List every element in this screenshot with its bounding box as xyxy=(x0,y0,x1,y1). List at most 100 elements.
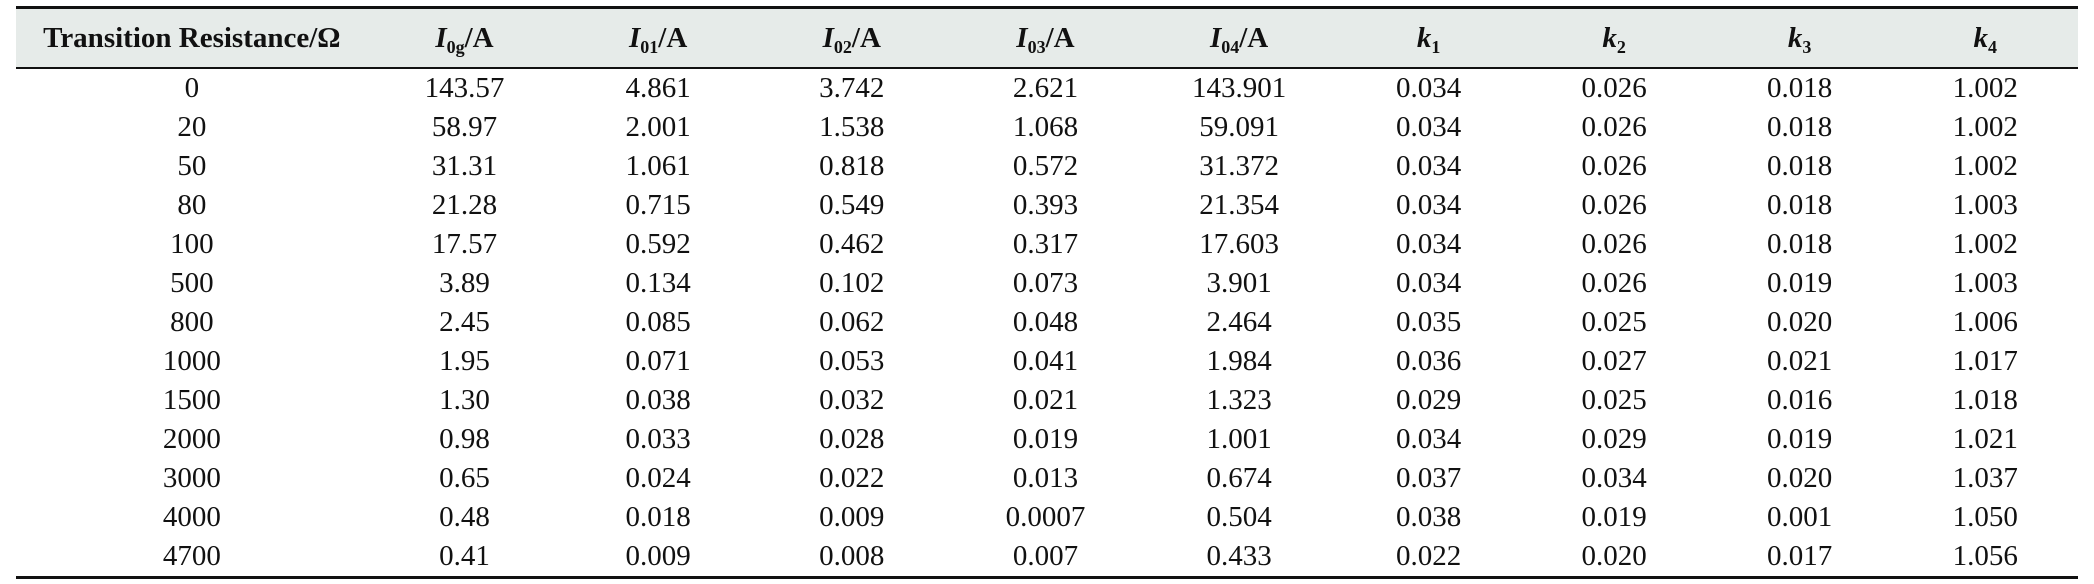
table-row: 4700 0.41 0.009 0.008 0.007 0.433 0.022 0.020 0.… xyxy=(16,537,2078,579)
table-cell: 2.621 xyxy=(1012,72,1079,104)
table-cell: 0.021 xyxy=(1767,345,1833,377)
table-cell: 0.034 xyxy=(1581,462,1647,494)
table-cell: 800 xyxy=(170,306,214,338)
table-cell: 0.504 xyxy=(1206,501,1272,533)
table-cell: 0.037 xyxy=(1396,462,1462,494)
table-cell: 0.033 xyxy=(625,423,691,455)
table-cell: 500 xyxy=(170,267,214,299)
table-cell: 0.041 xyxy=(1012,345,1079,377)
table-cell: 0.025 xyxy=(1581,384,1647,416)
table-cell: 1.001 xyxy=(1206,423,1272,455)
table-cell: 58.97 xyxy=(431,111,498,143)
table-cell: 0.018 xyxy=(1767,189,1833,221)
table-cell: 0.026 xyxy=(1581,150,1647,182)
table-cell: 1.003 xyxy=(1952,267,2018,299)
table-cell: 31.372 xyxy=(1199,150,1279,182)
table-row: 100 17.57 0.592 0.462 0.317 17.603 0.034 0.026 0… xyxy=(16,225,2078,264)
table-cell: 0.035 xyxy=(1396,306,1462,338)
table-cell: 0.020 xyxy=(1521,537,1707,579)
table-cell: 1.061 xyxy=(625,150,691,182)
column-header-unit: /A xyxy=(1239,21,1269,54)
table-cell: 0.020 xyxy=(1767,306,1833,338)
table-cell: 0.032 xyxy=(819,384,885,416)
table-row: 0 143.57 4.861 3.742 2.621 143.901 0.034 0.026 0… xyxy=(16,68,2078,108)
table-row: 1500 1.30 0.038 0.032 0.021 1.323 0.029 0.025 0.… xyxy=(16,381,2078,420)
table-cell: 1.95 xyxy=(439,345,490,377)
data-table-container: Transition Resistance/Ω I0g/A I01/A I02/A I0… xyxy=(16,6,2078,579)
table-cell: 0.026 xyxy=(1581,267,1647,299)
column-header-1: I0g/A xyxy=(368,8,562,69)
column-header-5: I04/A xyxy=(1142,8,1336,69)
table-cell: 1.017 xyxy=(1952,345,2018,377)
table-cell: 0.018 xyxy=(1767,150,1833,182)
table-row: 80 21.28 0.715 0.549 0.393 21.354 0.034 0.026 0.… xyxy=(16,186,2078,225)
table-cell: 0.053 xyxy=(819,345,885,377)
table-cell: 0.026 xyxy=(1581,72,1647,104)
column-header-subscript: 01 xyxy=(640,36,659,57)
table-cell: 0.034 xyxy=(1396,267,1462,299)
column-header-unit: /A xyxy=(851,21,881,54)
table-cell: 0.549 xyxy=(819,189,885,221)
table-cell: 0.034 xyxy=(1396,111,1462,143)
table-row: 20 58.97 2.001 1.538 1.068 59.091 0.034 0.026 0.… xyxy=(16,108,2078,147)
table-cell: 0.592 xyxy=(625,228,691,260)
table-cell: 0.022 xyxy=(1335,537,1522,579)
table-cell: 0.013 xyxy=(1012,462,1079,494)
column-header-symbol: I xyxy=(628,21,641,54)
table-cell: 0.018 xyxy=(1767,72,1833,104)
table-cell: 0.019 xyxy=(1767,267,1833,299)
table-cell: 0.085 xyxy=(625,306,691,338)
column-header-4: I03/A xyxy=(949,8,1143,69)
table-cell: 0.019 xyxy=(1012,423,1079,455)
table-cell: 0.048 xyxy=(1012,306,1079,338)
table-cell: 0.572 xyxy=(1012,150,1079,182)
column-header-symbol: I xyxy=(1209,21,1222,54)
table-cell: 0.034 xyxy=(1396,228,1462,260)
data-table: Transition Resistance/Ω I0g/A I01/A I02/A I0… xyxy=(16,6,2078,579)
column-header-subscript: 03 xyxy=(1027,36,1046,57)
table-body: 0 143.57 4.861 3.742 2.621 143.901 0.034 0.026 0… xyxy=(16,68,2078,579)
table-cell: 0.016 xyxy=(1767,384,1833,416)
table-row: 1000 1.95 0.071 0.053 0.041 1.984 0.036 0.027 0.… xyxy=(16,342,2078,381)
table-cell: 4.861 xyxy=(625,72,691,104)
table-cell: 1.002 xyxy=(1952,150,2018,182)
column-header-subscript: 02 xyxy=(833,36,852,57)
table-cell: 0.393 xyxy=(1012,189,1079,221)
table-cell: 0.009 xyxy=(561,537,755,579)
table-cell: 1.006 xyxy=(1952,306,2018,338)
column-header-subscript: 3 xyxy=(1802,36,1812,57)
table-cell: 31.31 xyxy=(431,150,498,182)
table-cell: 20 xyxy=(177,111,207,143)
table-cell: 0.001 xyxy=(1767,501,1833,533)
table-cell: 0.317 xyxy=(1012,228,1079,260)
table-cell: 0.019 xyxy=(1581,501,1647,533)
table-cell: 0.020 xyxy=(1767,462,1833,494)
table-cell: 0.034 xyxy=(1396,72,1462,104)
table-cell: 0.018 xyxy=(1767,111,1833,143)
table-cell: 1.002 xyxy=(1952,228,2018,260)
table-cell: 4000 xyxy=(162,501,221,533)
column-header-symbol: I xyxy=(822,21,834,54)
column-header-8: k3 xyxy=(1707,8,1893,69)
table-cell: 1.018 xyxy=(1952,384,2018,416)
table-cell: 0.018 xyxy=(1767,228,1833,260)
table-row: 2000 0.98 0.033 0.028 0.019 1.001 0.034 0.029 0.… xyxy=(16,420,2078,459)
table-cell: 0.034 xyxy=(1396,423,1462,455)
table-row: 4000 0.48 0.018 0.009 0.0007 0.504 0.038 0.019 0… xyxy=(16,498,2078,537)
table-cell: 0.038 xyxy=(625,384,691,416)
table-cell: 0.818 xyxy=(819,150,885,182)
table-cell: 3.742 xyxy=(819,72,885,104)
column-header-symbol: k xyxy=(1602,21,1617,54)
column-header-unit: /A xyxy=(464,21,494,54)
table-cell: 1.003 xyxy=(1952,189,2018,221)
table-cell: 21.28 xyxy=(431,189,498,221)
header-row: Transition Resistance/Ω I0g/A I01/A I02/A I0… xyxy=(16,7,2078,69)
table-cell: 3000 xyxy=(162,462,221,494)
column-header-subscript: 4 xyxy=(1987,36,1997,57)
column-header-2: I01/A xyxy=(561,8,755,69)
table-cell: 0.025 xyxy=(1581,306,1647,338)
column-header-symbol: Transition Resistance/Ω xyxy=(43,21,341,54)
table-cell: 0.027 xyxy=(1581,345,1647,377)
table-cell: 0 xyxy=(184,72,200,104)
table-cell: 1.068 xyxy=(1012,111,1079,143)
